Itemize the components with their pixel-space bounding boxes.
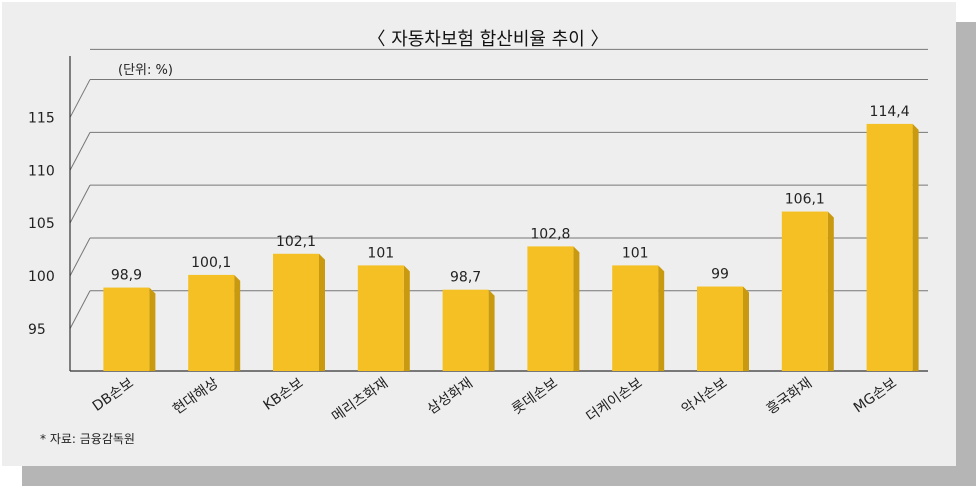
chart-title: 〈 자동차보험 합산비율 추이 〉	[367, 29, 608, 50]
value-label: 102,1	[276, 234, 316, 250]
bar	[442, 289, 489, 371]
value-label: 114,4	[870, 104, 910, 120]
gridline-diag	[69, 132, 91, 171]
value-label: 106,1	[785, 192, 825, 208]
category-label: MG손보	[851, 375, 900, 416]
bar	[188, 274, 235, 371]
y-tick-label: 110	[28, 163, 55, 179]
value-label: 101	[622, 245, 649, 261]
category-labels: DB손보 현대해상 KB손보 메리츠화재 삼성화재 롯데손보 더케이손보 악사손보 흥국화재 MG…	[90, 375, 900, 425]
value-labels: 98,9 100,1 102,1 101 98,7 102,8 101 99 106,1 114,…	[111, 104, 910, 286]
bar-side	[573, 246, 580, 371]
bar-side	[743, 286, 749, 371]
gridline-diag	[69, 79, 91, 118]
value-label: 102,8	[530, 226, 570, 242]
bar-side	[488, 289, 495, 371]
bar-side	[658, 265, 665, 371]
value-label: 99	[711, 267, 729, 283]
y-tick-label: 95	[28, 322, 46, 338]
value-label: 100,1	[191, 255, 231, 271]
category-label: DB손보	[90, 375, 137, 415]
category-label: 악사손보	[679, 375, 730, 418]
value-label: 101	[367, 245, 394, 261]
category-label: 삼성화재	[425, 375, 476, 418]
bar	[697, 286, 743, 371]
gridline-diag	[69, 290, 91, 329]
bar	[273, 253, 319, 371]
bar	[781, 211, 828, 371]
gridline-diag	[69, 184, 91, 224]
source-note: * 자료: 금융감독원	[40, 432, 135, 446]
bar	[527, 246, 574, 371]
category-label: 더케이손보	[584, 375, 646, 425]
category-label: 메리츠화재	[329, 375, 391, 425]
value-label: 98,7	[450, 270, 481, 286]
category-label: 롯데손보	[509, 375, 560, 418]
bar	[612, 265, 659, 371]
bar-side	[149, 287, 156, 371]
category-label: KB손보	[261, 375, 307, 414]
bar-side	[827, 211, 834, 371]
bar	[866, 123, 913, 371]
y-tick-label: 105	[28, 216, 55, 232]
category-label: 현대해상	[170, 375, 221, 418]
y-tick-label: 115	[28, 111, 55, 127]
bar-side	[234, 274, 241, 371]
bar-side	[912, 123, 919, 372]
gridline-diag	[69, 237, 91, 277]
bar	[357, 265, 404, 371]
bars	[103, 123, 919, 372]
bar	[103, 287, 150, 371]
bar-side	[319, 253, 325, 371]
category-label: 흥국화재	[764, 375, 815, 418]
value-label: 98,9	[111, 268, 142, 284]
unit-label: (단위: %)	[118, 63, 173, 78]
bar-side	[403, 265, 410, 371]
y-tick-label: 100	[28, 269, 55, 285]
